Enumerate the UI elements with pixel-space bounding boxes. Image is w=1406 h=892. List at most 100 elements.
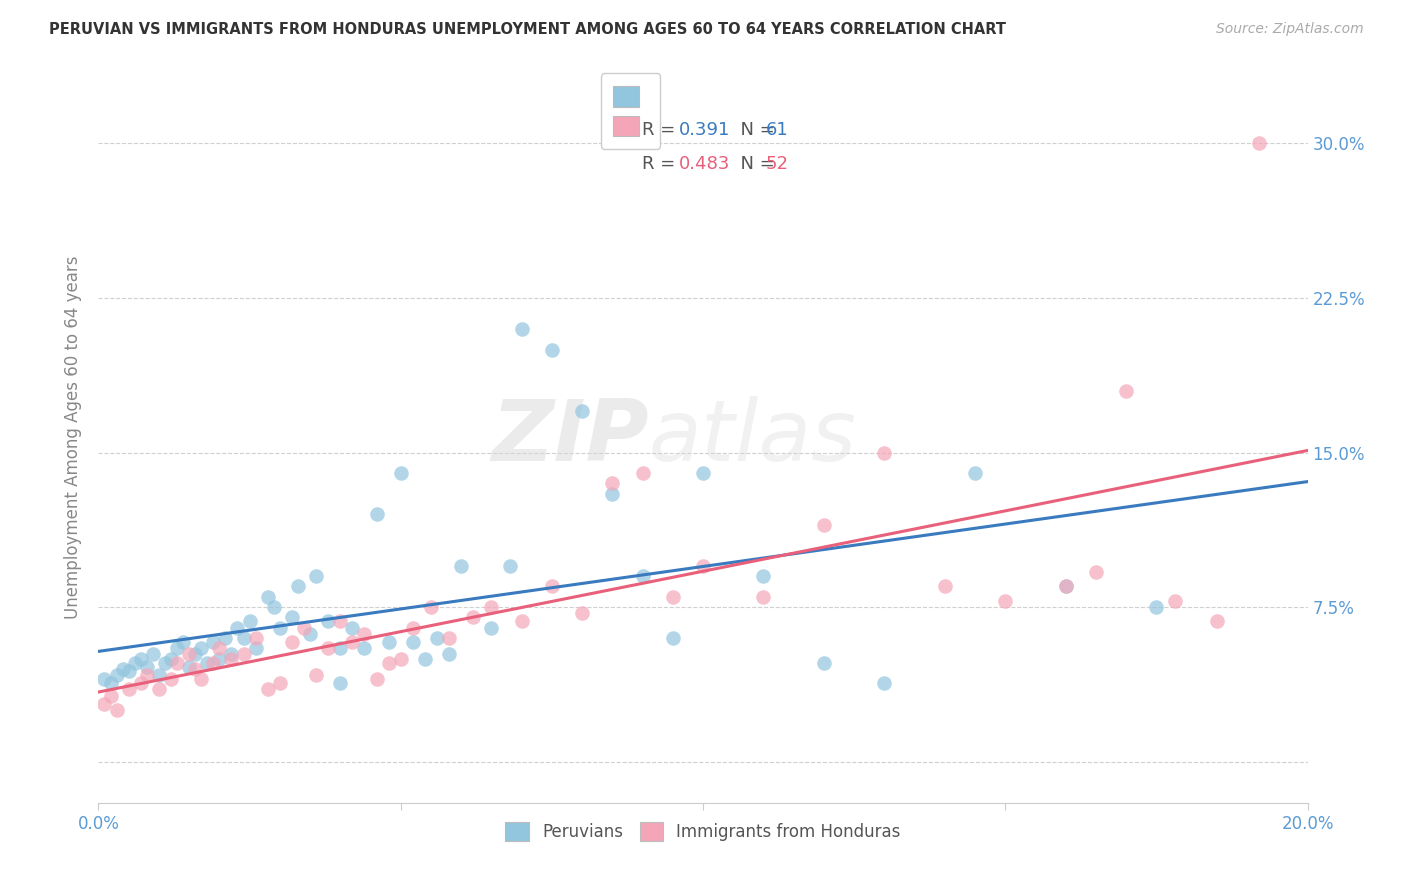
Point [873, 676, 896, 690]
Text: ZIP: ZIP [491, 395, 648, 479]
Point [329, 641, 352, 656]
Point [245, 641, 267, 656]
Text: atlas: atlas [648, 395, 856, 479]
Point [105, 668, 128, 682]
Point [692, 558, 714, 573]
Point [263, 600, 285, 615]
Text: 52: 52 [766, 155, 789, 173]
Point [366, 672, 388, 686]
Point [402, 621, 425, 635]
Point [129, 651, 152, 665]
Point [463, 610, 485, 624]
Point [316, 641, 339, 656]
Point [602, 487, 624, 501]
Text: R =: R = [643, 121, 681, 139]
Point [202, 656, 225, 670]
Point [1144, 600, 1167, 615]
Point [135, 660, 157, 674]
Point [135, 668, 157, 682]
Point [1249, 136, 1271, 151]
Point [631, 569, 654, 583]
Point [160, 651, 183, 665]
Point [111, 662, 134, 676]
Point [329, 615, 352, 629]
Point [226, 621, 249, 635]
Point [329, 676, 352, 690]
Point [1206, 615, 1229, 629]
Point [1054, 579, 1077, 593]
Point [661, 590, 683, 604]
Point [481, 600, 503, 615]
Point [305, 668, 328, 682]
Point [214, 631, 236, 645]
Legend: Peruvians, Immigrants from Honduras: Peruvians, Immigrants from Honduras [496, 814, 910, 849]
Point [377, 635, 399, 649]
Point [342, 621, 364, 635]
Point [202, 635, 225, 649]
Point [437, 648, 460, 662]
Point [142, 648, 165, 662]
Point [540, 343, 562, 357]
Point [437, 631, 460, 645]
Point [172, 635, 194, 649]
Point [420, 600, 443, 615]
Text: N =: N = [730, 121, 780, 139]
Point [994, 594, 1017, 608]
Point [377, 656, 399, 670]
Point [118, 664, 141, 678]
Point [510, 615, 533, 629]
Point [195, 656, 218, 670]
Text: 0.391: 0.391 [679, 121, 730, 139]
Point [232, 648, 254, 662]
Point [292, 621, 315, 635]
Point [692, 466, 714, 480]
Point [1115, 384, 1137, 398]
Point [510, 322, 533, 336]
Point [93, 697, 115, 711]
Point [281, 635, 304, 649]
Point [208, 641, 231, 656]
Point [124, 656, 146, 670]
Y-axis label: Unemployment Among Ages 60 to 64 years: Unemployment Among Ages 60 to 64 years [65, 255, 83, 619]
Text: 61: 61 [766, 121, 789, 139]
Point [389, 466, 412, 480]
Point [129, 676, 152, 690]
Text: 0.483: 0.483 [679, 155, 730, 173]
Point [353, 627, 375, 641]
Point [571, 606, 593, 620]
Point [631, 466, 654, 480]
Point [221, 648, 243, 662]
Point [281, 610, 304, 624]
Point [269, 676, 291, 690]
Point [100, 689, 122, 703]
Point [661, 631, 683, 645]
Point [934, 579, 956, 593]
Point [184, 648, 207, 662]
Point [166, 641, 188, 656]
Point [299, 627, 322, 641]
Point [1085, 565, 1108, 579]
Point [540, 579, 562, 593]
Point [208, 651, 231, 665]
Point [752, 590, 775, 604]
Point [752, 569, 775, 583]
Point [602, 476, 624, 491]
Point [153, 656, 176, 670]
Text: N =: N = [730, 155, 780, 173]
Point [450, 558, 472, 573]
Point [93, 672, 115, 686]
Point [1054, 579, 1077, 593]
Point [105, 703, 128, 717]
Point [269, 621, 291, 635]
Point [873, 445, 896, 459]
Point [402, 635, 425, 649]
Point [426, 631, 449, 645]
Point [813, 656, 835, 670]
Point [366, 508, 388, 522]
Point [190, 672, 212, 686]
Text: Source: ZipAtlas.com: Source: ZipAtlas.com [1216, 22, 1364, 37]
Point [389, 651, 412, 665]
Point [179, 648, 201, 662]
Point [148, 668, 170, 682]
Text: PERUVIAN VS IMMIGRANTS FROM HONDURAS UNEMPLOYMENT AMONG AGES 60 TO 64 YEARS CORR: PERUVIAN VS IMMIGRANTS FROM HONDURAS UNE… [49, 22, 1007, 37]
